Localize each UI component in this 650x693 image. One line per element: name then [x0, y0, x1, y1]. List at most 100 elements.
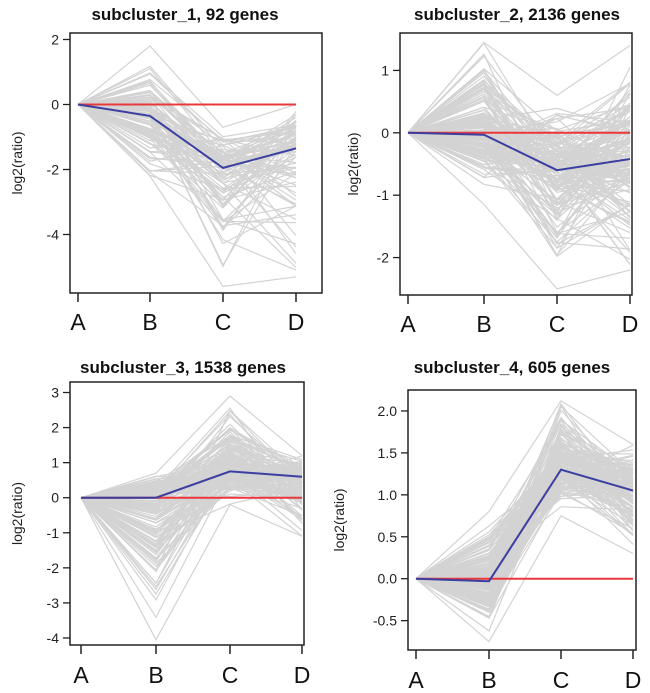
gene-profile-line: [80, 475, 303, 537]
x-tick-label: B: [148, 662, 163, 688]
centroid-line: [77, 103, 297, 169]
gene-profile-line: [415, 453, 634, 580]
gene-profile-line: [77, 103, 297, 223]
gene-profile-line: [80, 477, 303, 499]
y-tick-label: 0: [51, 490, 59, 506]
gene-profile-line: [80, 486, 303, 547]
y-tick-label: -0.5: [373, 613, 397, 629]
panel-subcluster-1: subcluster_1, 92 genes 2 0 -2 -4 A B C Dlog2(rat…: [9, 5, 323, 335]
x-tick-label: A: [70, 309, 86, 335]
gene-profile-line-max: [77, 45, 297, 128]
gene-profile-line: [415, 489, 634, 589]
gene-profile-line-min: [407, 132, 631, 290]
y-tick-label: -2: [47, 560, 60, 576]
y-axis-label: log2(ratio): [331, 488, 347, 551]
plot-frame: [69, 381, 305, 646]
centroid-line: [407, 131, 631, 172]
y-tick-label: 1: [381, 62, 389, 78]
y-axis-label: log2(ratio): [345, 132, 361, 195]
plot-frame: [407, 389, 637, 651]
panel-subcluster-3: subcluster_3, 1538 genes 3 2 1 0 -1 -2 -3 -4 A B C D…: [9, 358, 310, 688]
gene-profile-lines: [77, 45, 297, 288]
x-tick-label: C: [222, 662, 239, 688]
gene-profile-line: [80, 470, 303, 531]
y-tick-label: 1.5: [378, 445, 398, 461]
gene-profile-line: [407, 132, 631, 158]
plot-frame: [399, 32, 633, 296]
gene-profile-line: [77, 103, 297, 206]
x-tick-label: A: [73, 662, 89, 688]
gene-profile-line: [415, 476, 634, 608]
gene-profile-line: [407, 105, 631, 189]
gene-profile-line: [80, 455, 303, 499]
gene-profile-line: [77, 101, 297, 166]
chart-title: subcluster_1, 92 genes: [91, 5, 278, 24]
chart-title: subcluster_2, 2136 genes: [414, 5, 620, 24]
centroid-line: [81, 470, 303, 499]
y-tick-label: 2.0: [378, 403, 398, 419]
x-tick-label: B: [142, 309, 157, 335]
y-tick-label: -3: [47, 595, 60, 611]
panel-subcluster-2: subcluster_2, 2136 genes 1 0 -1 -2 A B C Dlog2(r…: [345, 5, 638, 337]
y-tick-label: 1: [51, 455, 59, 471]
gene-profile-lines: [80, 395, 303, 641]
y-tick-label: 0: [51, 97, 59, 113]
x-tick-label: C: [553, 667, 570, 693]
x-tick-label: D: [294, 662, 311, 688]
y-tick-label: 1.0: [378, 487, 398, 503]
gene-profile-line: [80, 462, 303, 499]
gene-profile-line: [77, 103, 297, 158]
gene-profile-lines: [415, 400, 634, 643]
y-tick-label: 2: [51, 32, 59, 48]
x-tick-label: C: [215, 309, 232, 335]
y-tick-label: -4: [47, 630, 60, 646]
x-tick-label: D: [288, 309, 305, 335]
y-axis-label: log2(ratio): [9, 131, 25, 194]
y-tick-label: -1: [377, 187, 390, 203]
gene-profile-line: [407, 95, 631, 260]
x-tick-label: D: [622, 311, 639, 337]
y-tick-label: 0.0: [378, 571, 398, 587]
y-tick-label: 2: [51, 420, 59, 436]
gene-profile-line: [407, 113, 631, 215]
y-tick-label: -2: [47, 162, 60, 178]
plot-frame: [69, 32, 323, 294]
x-tick-label: A: [408, 667, 424, 693]
gene-profile-line: [415, 456, 634, 580]
gene-profile-line: [407, 84, 631, 222]
gene-profile-line-max: [407, 41, 631, 134]
gene-profile-line: [77, 103, 297, 161]
gene-profile-line: [415, 446, 634, 599]
gene-profile-line: [407, 132, 631, 209]
y-tick-label: -2: [377, 250, 390, 266]
gene-profile-line: [77, 97, 297, 232]
gene-profile-line: [407, 132, 631, 203]
gene-profile-line: [77, 103, 297, 184]
gene-profile-line-max: [80, 395, 303, 499]
gene-profile-line: [77, 65, 297, 153]
gene-profile-line: [80, 461, 303, 591]
x-tick-label: B: [476, 311, 491, 337]
x-tick-label: D: [625, 667, 642, 693]
y-tick-label: 3: [51, 385, 59, 401]
centroid-line: [415, 468, 634, 583]
y-tick-label: 0.5: [378, 529, 398, 545]
chart-title: subcluster_4, 605 genes: [414, 358, 611, 377]
panel-subcluster-4: subcluster_4, 605 genes 2.0 1.5 1.0 0.5 0.0 -0…: [331, 358, 641, 693]
gene-profile-line: [415, 483, 634, 605]
gene-profile-line: [77, 103, 297, 146]
x-tick-label: A: [400, 311, 416, 337]
chart-title: subcluster_3, 1538 genes: [80, 358, 286, 377]
y-axis-label: log2(ratio): [9, 482, 25, 545]
y-tick-label: -1: [47, 525, 60, 541]
gene-profile-line: [77, 104, 297, 227]
y-tick-label: 0: [381, 125, 389, 141]
gene-profile-line: [80, 459, 303, 506]
gene-profile-line: [407, 92, 631, 170]
gene-profile-line: [415, 471, 634, 580]
x-tick-label: B: [481, 667, 496, 693]
gene-profile-line: [80, 434, 303, 499]
gene-profile-line: [407, 116, 631, 168]
gene-profile-line: [407, 125, 631, 213]
